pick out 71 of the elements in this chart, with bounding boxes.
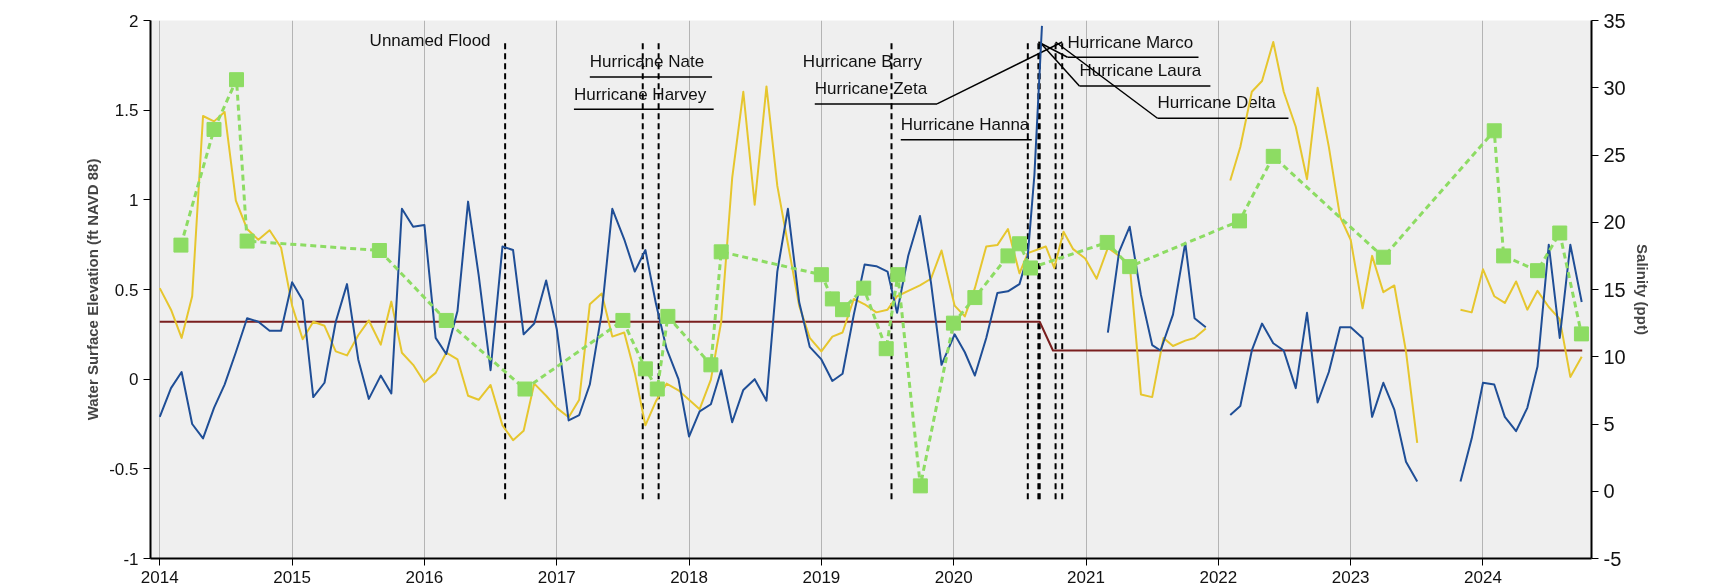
point (945, 315, 961, 331)
y2-tick-label: 35 (1603, 9, 1626, 32)
point (1000, 248, 1016, 264)
ref-line-label: Hurricane Nate (589, 52, 705, 72)
point (660, 308, 676, 324)
point (967, 290, 983, 306)
y-axis-title: Water Surface Elevation (ft NAVD 88) (84, 158, 102, 421)
y-tick-label: 2 (129, 11, 139, 31)
point (229, 72, 245, 88)
y-tick-label: 0 (129, 370, 139, 390)
y-tick-label: 1.5 (114, 101, 139, 121)
ref-line-label: Hurricane Hanna (900, 115, 1030, 135)
point (1573, 326, 1589, 342)
ref-line-label: Hurricane Barry (802, 52, 923, 72)
point (1375, 249, 1391, 265)
x-tick-label: 2019 (802, 567, 841, 585)
point (835, 302, 851, 318)
x-tick-label: 2021 (1067, 567, 1105, 585)
point (239, 233, 255, 249)
x-tick-label: 2014 (140, 567, 179, 585)
point (615, 312, 631, 328)
point (1232, 213, 1248, 229)
point (1552, 225, 1568, 241)
ref-line-label: Hurricane Harvey (573, 84, 707, 104)
point (438, 312, 454, 328)
y2-tick-label: -5 (1603, 547, 1622, 570)
point (1265, 148, 1281, 164)
point (1122, 259, 1138, 275)
point (713, 244, 729, 260)
point (878, 341, 894, 357)
y2-tick-label: 20 (1603, 211, 1626, 234)
point (371, 242, 387, 258)
point (517, 381, 533, 397)
point (649, 381, 665, 397)
point (813, 267, 829, 283)
point (890, 267, 906, 283)
y2-tick-label: 5 (1603, 413, 1615, 435)
point (703, 357, 719, 373)
x-tick-label: 2022 (1199, 567, 1238, 585)
y2-axis-title: Salinity (ppt) (1633, 244, 1651, 335)
x-tick-label: 2017 (537, 567, 576, 585)
x-tick-label: 2016 (405, 567, 444, 585)
y-tick-label: -1 (123, 549, 139, 569)
y2-tick-label: 15 (1603, 278, 1626, 301)
y-tick-label: 0.5 (114, 280, 139, 300)
y2-tick-label: 30 (1603, 76, 1626, 99)
x-tick-label: 2015 (273, 567, 311, 585)
point (206, 121, 222, 137)
point (1486, 123, 1502, 139)
y2-tick-label: 10 (1603, 345, 1626, 368)
x-tick-label: 2024 (1464, 567, 1502, 585)
x-tick-label: 2023 (1331, 567, 1370, 585)
point (1530, 263, 1546, 279)
y2-tick-label: 25 (1603, 144, 1626, 166)
point (1496, 248, 1512, 264)
x-tick-label: 2020 (934, 567, 973, 585)
ref-line-label: Unnamed Flood (369, 30, 491, 50)
point (173, 237, 189, 253)
point (856, 280, 872, 296)
y2-tick-label: 0 (1603, 480, 1615, 503)
point (1022, 260, 1038, 276)
point (1011, 236, 1027, 252)
point (824, 291, 840, 307)
point (637, 361, 653, 377)
point (1099, 234, 1115, 250)
ref-line-label: Hurricane Zeta (814, 79, 928, 99)
x-tick-label: 2018 (670, 567, 708, 585)
point (912, 478, 928, 494)
ref-line-label: Hurricane Marco (1067, 32, 1194, 52)
y-tick-label: -0.5 (109, 459, 139, 479)
y-tick-label: 1 (129, 190, 139, 210)
